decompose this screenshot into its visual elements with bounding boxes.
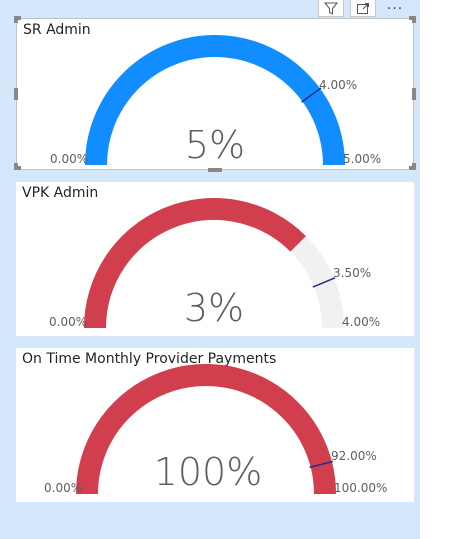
canvas-margin <box>420 0 474 539</box>
gauge-target-label: 92.00% <box>331 449 377 463</box>
gauge-value-arc <box>84 198 306 329</box>
gauge-min-label: 0.00% <box>44 481 83 495</box>
resize-handle[interactable] <box>14 16 18 23</box>
gauge-chart <box>84 198 344 329</box>
gauge-value-arc <box>76 364 336 495</box>
resize-handle[interactable] <box>208 168 222 172</box>
focus-mode-icon <box>357 2 369 14</box>
gauge-target-label: 3.50% <box>333 266 372 280</box>
gauge-value: 100% <box>153 450 263 494</box>
gauge-target-marker <box>312 277 336 288</box>
gauge-min-label: 0.00% <box>49 315 88 329</box>
more-options-button[interactable]: ··· <box>382 0 408 17</box>
resize-handle[interactable] <box>412 163 416 170</box>
gauge-card-sr-admin[interactable]: SR Admin 0.00% 5.00% 4.00% 5% <box>16 18 414 170</box>
filter-button[interactable] <box>318 0 344 17</box>
card-title: On Time Monthly Provider Payments <box>22 351 277 367</box>
gauge-chart <box>76 364 336 495</box>
gauge-max-label: 5.00% <box>343 152 382 166</box>
gauge-max-label: 100.00% <box>334 481 388 495</box>
gauge-value: 3% <box>183 286 245 330</box>
gauge-card-on-time-payments[interactable]: On Time Monthly Provider Payments 0.00% … <box>16 348 414 502</box>
resize-handle[interactable] <box>14 163 18 170</box>
card-title: VPK Admin <box>22 185 99 201</box>
gauge-value: 5% <box>184 123 246 167</box>
gauge-min-label: 0.00% <box>50 152 89 166</box>
gauge-chart <box>85 35 345 166</box>
gauge-value-arc <box>85 35 345 166</box>
resize-handle[interactable] <box>412 88 416 100</box>
focus-mode-button[interactable] <box>350 0 376 17</box>
resize-handle[interactable] <box>14 88 18 100</box>
gauge-target-marker <box>309 460 334 469</box>
gauge-target-label: 4.00% <box>319 78 358 92</box>
gauge-card-vpk-admin[interactable]: VPK Admin 0.00% 4.00% 3.50% 3% <box>16 182 414 336</box>
filter-icon <box>324 2 338 15</box>
visual-header-toolbar: ··· <box>318 0 408 18</box>
more-options-icon: ··· <box>386 0 404 17</box>
card-title: SR Admin <box>23 22 91 38</box>
gauge-target-marker <box>301 87 322 103</box>
gauge-max-label: 4.00% <box>342 315 381 329</box>
resize-handle[interactable] <box>412 16 416 23</box>
